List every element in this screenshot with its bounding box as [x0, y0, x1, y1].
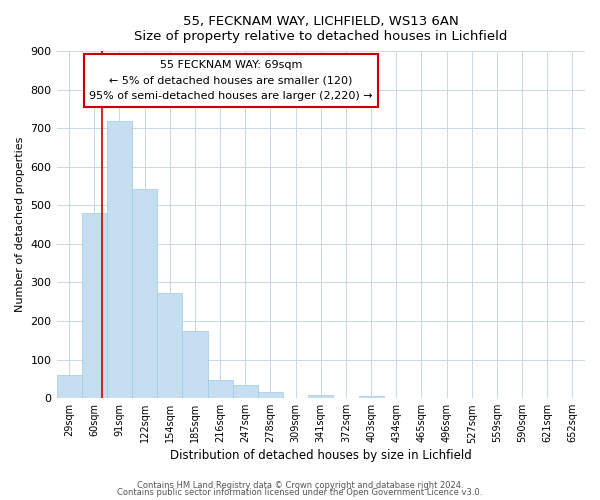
Bar: [56, 375, 82, 398]
Text: Contains HM Land Registry data © Crown copyright and database right 2024.: Contains HM Land Registry data © Crown c…: [137, 480, 463, 490]
Bar: [308, 395, 334, 398]
Bar: [233, 384, 258, 398]
Bar: [157, 294, 182, 398]
Bar: [132, 189, 157, 398]
Text: Contains public sector information licensed under the Open Government Licence v3: Contains public sector information licen…: [118, 488, 482, 497]
X-axis label: Distribution of detached houses by size in Lichfield: Distribution of detached houses by size …: [170, 450, 472, 462]
Bar: [359, 396, 383, 398]
Bar: [82, 213, 107, 398]
Bar: [258, 392, 283, 398]
Text: 55 FECKNAM WAY: 69sqm
← 5% of detached houses are smaller (120)
95% of semi-deta: 55 FECKNAM WAY: 69sqm ← 5% of detached h…: [89, 60, 373, 101]
Bar: [208, 380, 233, 398]
Title: 55, FECKNAM WAY, LICHFIELD, WS13 6AN
Size of property relative to detached house: 55, FECKNAM WAY, LICHFIELD, WS13 6AN Siz…: [134, 15, 508, 43]
Y-axis label: Number of detached properties: Number of detached properties: [15, 137, 25, 312]
Bar: [107, 122, 132, 398]
Bar: [182, 332, 208, 398]
